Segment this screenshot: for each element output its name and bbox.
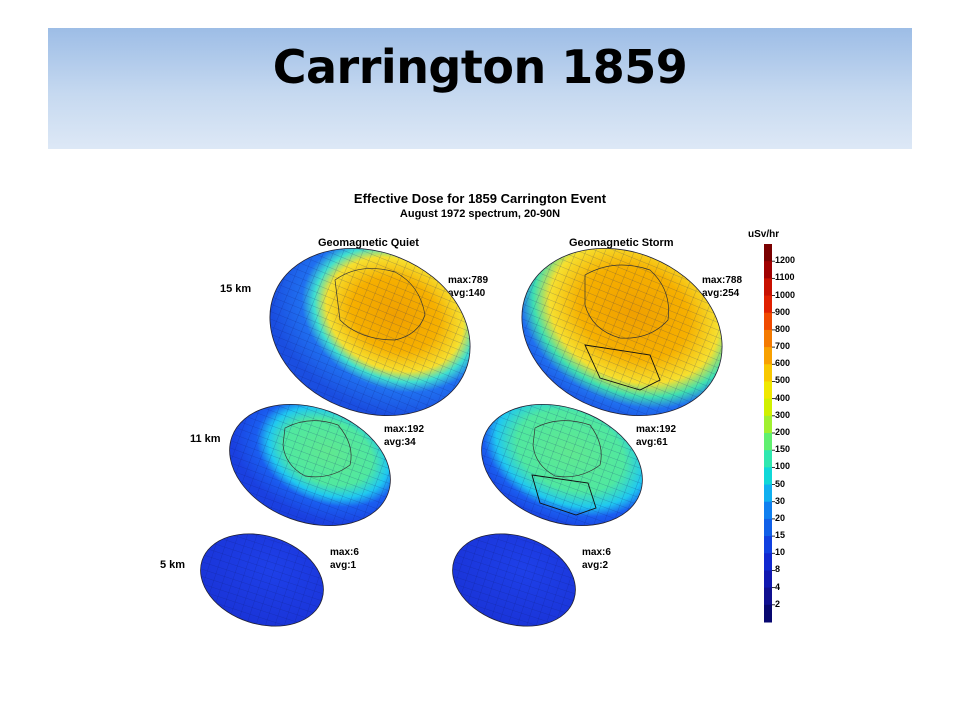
globe-11km-quiet [229,403,391,527]
slide-title: Carrington 1859 [272,40,688,94]
stat-15km-quiet: max:789 avg:140 [448,274,488,300]
colorbar-tick-label: 500 [775,375,791,386]
stat-11km-storm: max:192 avg:61 [636,423,676,449]
stat-11km-quiet: max:192 avg:34 [384,423,424,449]
colorbar-segment [764,329,772,348]
colorbar-segment [764,484,772,503]
stat-avg: avg:1 [330,560,357,571]
colorbar-segment [764,364,772,382]
colorbar-segment [764,312,772,331]
globe-15km-quiet [269,247,471,417]
colorbar-tick-label: 30 [775,495,786,506]
altitude-label-11km: 11 km [190,433,221,445]
stat-max: max:6 [330,547,359,558]
colorbar-segment [764,450,772,468]
stat-15km-storm: max:788 avg:254 [702,274,742,300]
globe-5km-storm [452,533,576,627]
colorbar-tick-label: 100 [775,461,791,472]
colorbar-tick-label: 8 [775,564,781,575]
colorbar-tick-label: 50 [775,478,786,489]
colorbar-tick-label: 1100 [775,272,795,283]
column-header-quiet: Geomagnetic Quiet [318,237,419,249]
colorbar-tick-label: 10 [775,547,786,558]
colorbar-segment [764,381,772,400]
colorbar-segment [764,553,772,571]
colorbar-segment [764,347,772,365]
colorbar-tick-label: 4 [775,581,781,592]
stat-avg: avg:34 [384,437,416,448]
colorbar-tick-label: 15 [775,530,786,541]
colorbar-tick-label: 400 [775,392,791,403]
stat-5km-storm: max:6 avg:2 [582,546,611,572]
colorbar-segment [764,261,772,279]
stat-max: max:788 [702,275,743,286]
stat-max: max:6 [582,547,611,558]
colorbar-tick-label: 300 [775,409,791,420]
colorbar-unit: uSv/hr [748,229,780,240]
globe-5km-quiet [200,533,324,627]
colorbar-tick-label: 1200 [775,255,796,266]
colorbar-tick-label: 150 [775,444,791,455]
colorbar-segment [764,467,772,486]
colorbar-segment [764,501,772,520]
globe-11km-storm [481,403,643,527]
stat-avg: avg:254 [702,288,740,299]
colorbar-tick-label: 600 [775,358,791,369]
altitude-label-5km: 5 km [160,559,186,571]
altitude-label-15km: 15 km [220,283,252,295]
colorbar-segment [764,604,772,623]
stat-avg: avg:2 [582,560,609,571]
colorbar-tick-label: 800 [775,323,791,334]
stat-max: max:192 [636,424,677,435]
colorbar-tick-label: 20 [775,512,786,523]
colorbar-segment [764,398,772,417]
colorbar-tick-label: 200 [775,427,791,437]
colorbar-tick-label: 1000 [775,289,796,300]
colorbar-tick-label: 700 [775,341,791,352]
colorbar-segment [764,295,772,314]
colorbar-tick-label: 2 [775,598,781,609]
colorbar-segment [764,536,772,554]
stat-5km-quiet: max:6 avg:1 [330,546,359,572]
colorbar-segment [764,415,772,434]
colorbar [764,244,775,623]
stat-max: max:789 [448,275,489,286]
colorbar-segment [764,433,772,451]
colorbar-segment [764,570,772,589]
colorbar-segment [764,244,772,262]
stat-avg: avg:61 [636,437,668,448]
colorbar-segment [764,278,772,297]
stat-avg: avg:140 [448,288,486,299]
colorbar-segment [764,587,772,606]
figure-subtitle: August 1972 spectrum, 20-90N [399,208,561,220]
stat-max: max:192 [384,424,425,435]
colorbar-tick-label: 900 [775,306,791,317]
figure-title: Effective Dose for 1859 Carrington Event [353,191,607,206]
title-banner [48,28,912,149]
colorbar-segment [764,518,772,537]
globe-15km-storm [521,247,723,417]
column-header-storm: Geomagnetic Storm [569,237,674,249]
